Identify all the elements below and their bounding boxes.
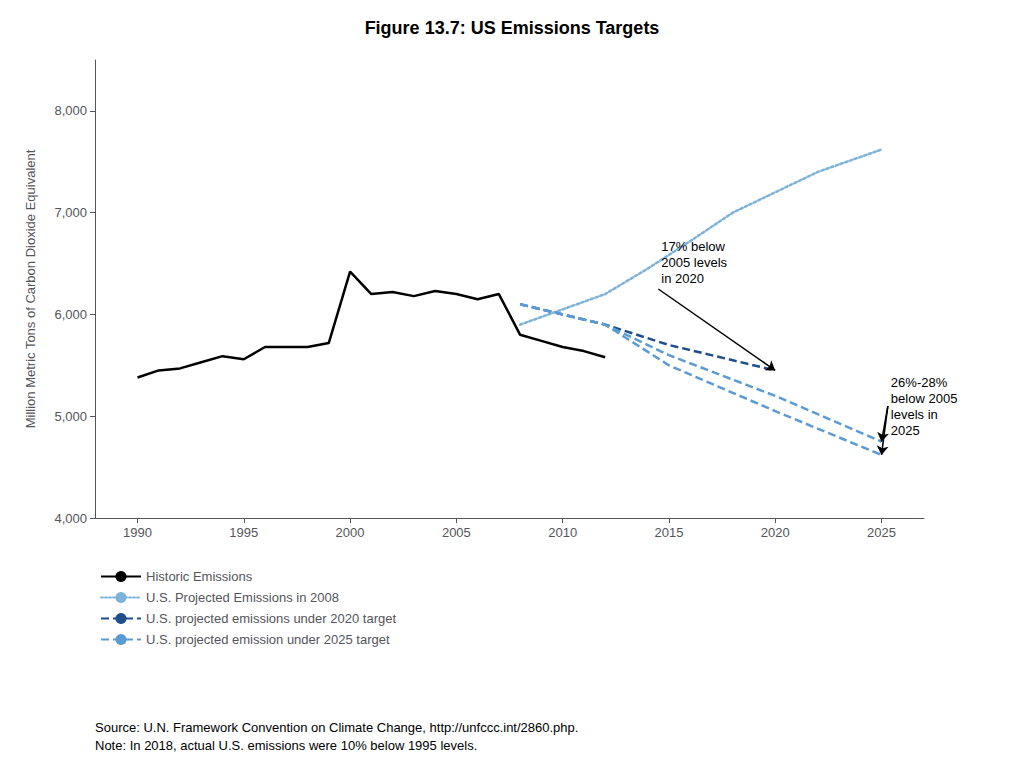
svg-text:Note: In 2018, actual U.S. emi: Note: In 2018, actual U.S. emissions wer… [95,738,477,753]
svg-text:17% below: 17% below [661,239,725,254]
svg-text:U.S. projected emissions under: U.S. projected emissions under 2020 targ… [146,611,396,626]
svg-text:1990: 1990 [123,525,152,540]
svg-text:Figure 13.7: US Emissions Targ: Figure 13.7: US Emissions Targets [365,18,660,38]
svg-text:8,000: 8,000 [54,103,87,118]
svg-text:7,000: 7,000 [54,205,87,220]
svg-text:1995: 1995 [229,525,258,540]
svg-text:2005 levels: 2005 levels [661,255,727,270]
svg-text:Historic Emissions: Historic Emissions [146,569,253,584]
svg-text:5,000: 5,000 [54,409,87,424]
svg-text:Million Metric Tons of Carbon: Million Metric Tons of Carbon Dioxide Eq… [23,149,38,428]
svg-text:levels in: levels in [891,407,938,422]
svg-text:below 2005: below 2005 [891,391,958,406]
svg-text:2005: 2005 [442,525,471,540]
svg-text:2025: 2025 [891,423,920,438]
svg-text:4,000: 4,000 [54,511,87,526]
svg-text:2015: 2015 [654,525,683,540]
svg-text:2020: 2020 [761,525,790,540]
svg-text:in 2020: in 2020 [661,271,704,286]
svg-text:U.S. projected emission under: U.S. projected emission under 2025 targe… [146,632,390,647]
svg-text:Source: U.N. Framework Convent: Source: U.N. Framework Convention on Cli… [95,720,578,735]
svg-text:2000: 2000 [336,525,365,540]
svg-text:26%-28%: 26%-28% [891,375,948,390]
svg-text:2010: 2010 [548,525,577,540]
svg-text:6,000: 6,000 [54,307,87,322]
svg-text:U.S. Projected Emissions in 20: U.S. Projected Emissions in 2008 [146,590,339,605]
svg-text:2025: 2025 [867,525,896,540]
